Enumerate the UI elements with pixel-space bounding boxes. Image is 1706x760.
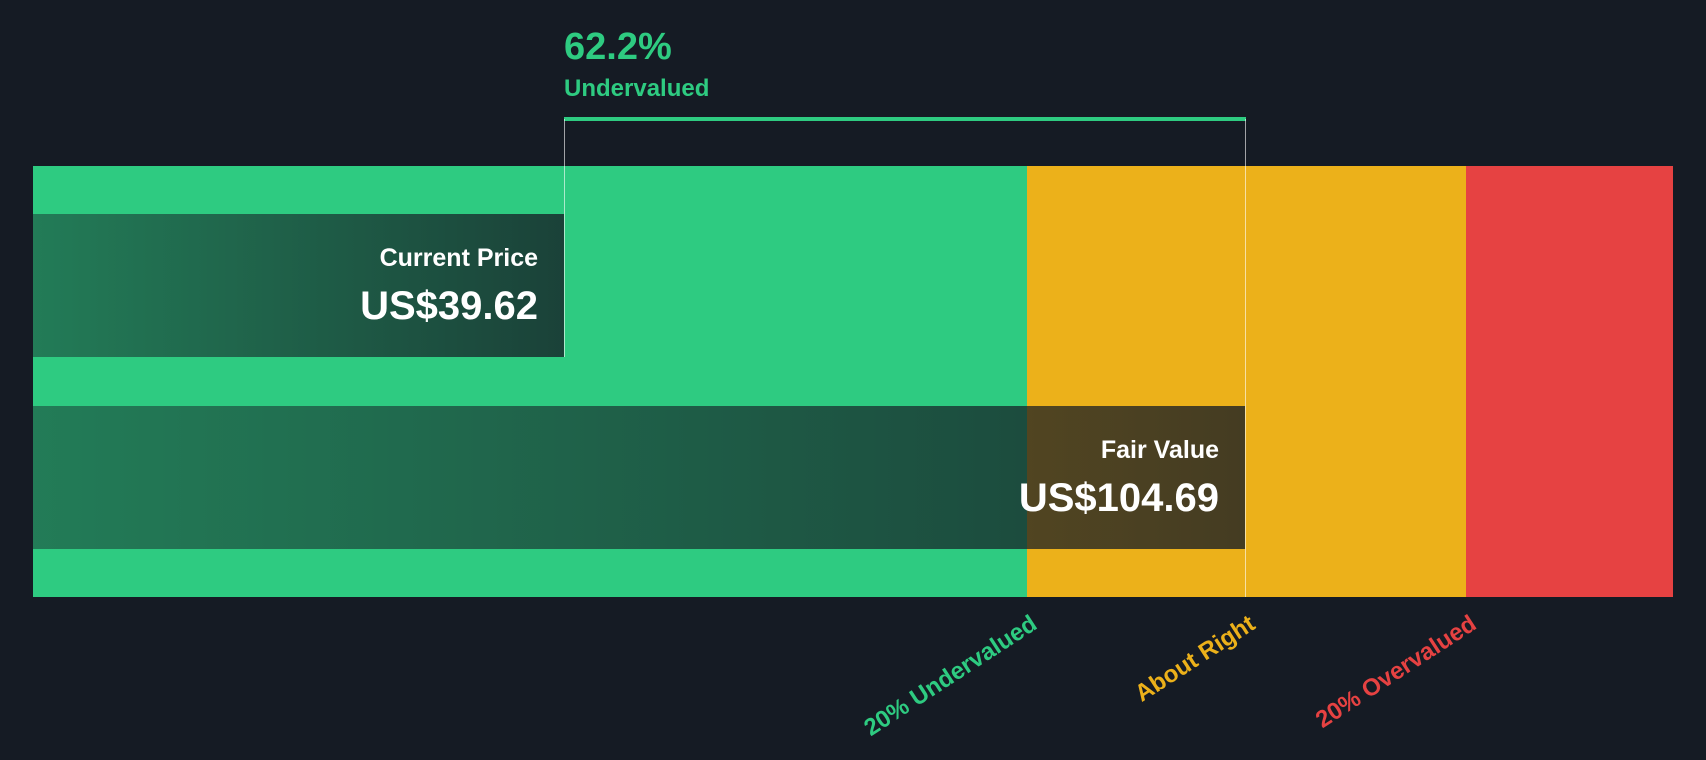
bracket-right-line: [1245, 119, 1246, 597]
current-price-label: Current Price: [379, 244, 538, 272]
bracket-left-line: [564, 119, 565, 357]
current-price-value: US$39.62: [360, 284, 538, 328]
bracket-top-line: [564, 117, 1246, 121]
fair-value-bar: Fair Value US$104.69: [33, 406, 1245, 549]
fair-value-value: US$104.69: [1018, 476, 1219, 520]
fair-value-label: Fair Value: [1100, 436, 1219, 464]
threshold-label-about-right: About Right: [1129, 610, 1260, 708]
current-price-bar: Current Price US$39.62: [33, 214, 564, 357]
difference-label: Undervalued: [564, 75, 710, 102]
threshold-label-overvalued: 20% Overvalued: [1310, 610, 1481, 734]
threshold-label-undervalued: 20% Undervalued: [859, 610, 1042, 742]
zone-overvalued: [1466, 166, 1673, 597]
difference-percent: 62.2%: [564, 26, 672, 68]
